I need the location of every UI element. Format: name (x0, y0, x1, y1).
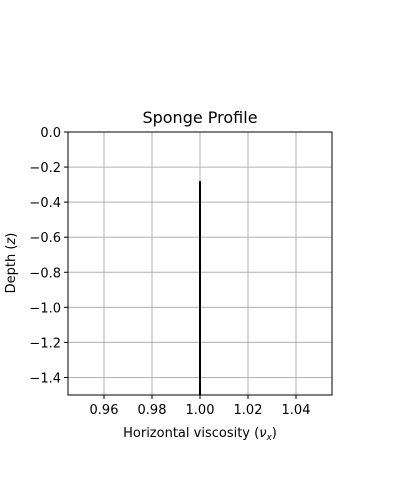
chart-title: Sponge Profile (142, 108, 257, 127)
y-tick-label: 0.0 (40, 126, 61, 141)
y-tick-label: −1.4 (29, 371, 61, 386)
x-tick-label: 0.96 (90, 403, 119, 418)
y-tick-label: −0.2 (29, 161, 61, 176)
y-tick-label: −0.4 (29, 196, 61, 211)
x-tick-label: 0.98 (138, 403, 167, 418)
x-axis-label-subscript: x (265, 433, 272, 443)
y-tick-label: −1.2 (29, 336, 61, 351)
x-axis-label: Horizontal viscosity (νx) (123, 426, 277, 443)
y-tick-label: −0.6 (29, 231, 61, 246)
y-tick-label: −1.0 (29, 301, 61, 316)
x-axis-label-symbol: ν (259, 426, 266, 441)
x-axis-label-main: Horizontal viscosity ( (123, 426, 259, 441)
x-tick-label: 1.02 (234, 403, 263, 418)
y-axis-label-symbol: z (4, 237, 19, 246)
x-tick-label: 1.04 (282, 403, 311, 418)
y-tick-label: −0.8 (29, 266, 61, 281)
y-ticks: 0.0 −0.2 −0.4 −0.6 −0.8 −1.0 −1.2 −1.4 (29, 126, 68, 386)
x-axis-label-end: ) (272, 426, 277, 441)
y-axis-label-end: ) (4, 233, 19, 238)
x-ticks: 0.96 0.98 1.00 1.02 1.04 (90, 395, 311, 418)
y-axis-label-main: Depth ( (4, 245, 19, 294)
y-axis-label: Depth (z) (4, 233, 19, 294)
x-tick-label: 1.00 (186, 403, 215, 418)
